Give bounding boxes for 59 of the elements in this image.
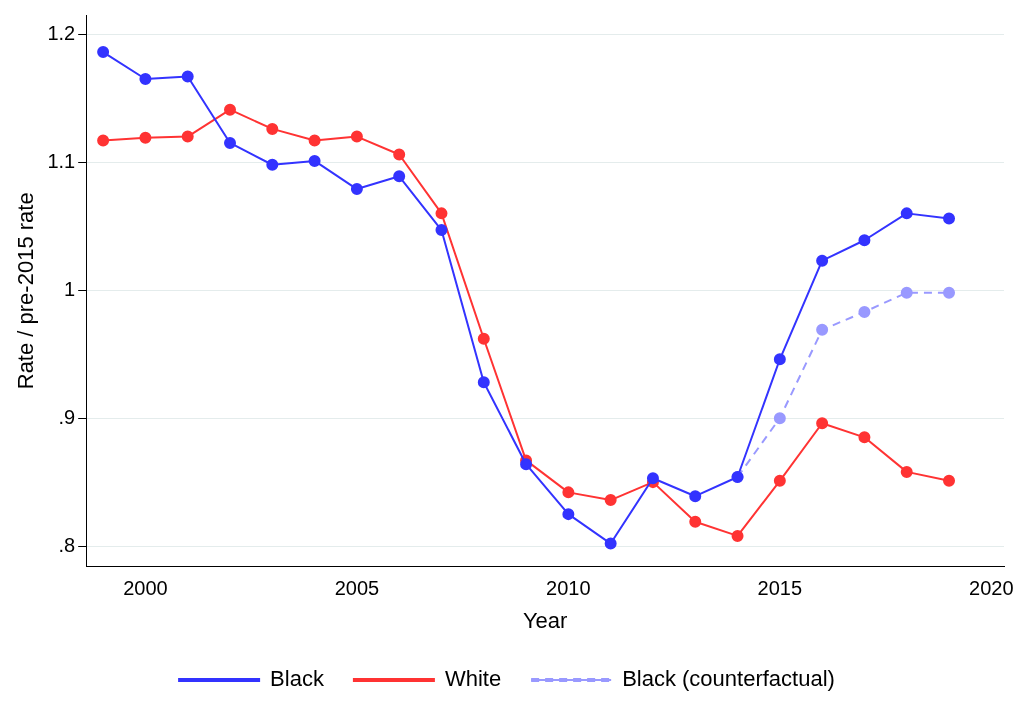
point xyxy=(562,508,575,521)
point xyxy=(604,537,617,550)
point xyxy=(393,170,406,183)
point xyxy=(858,431,871,444)
point xyxy=(477,376,490,389)
point xyxy=(773,412,786,425)
point xyxy=(858,305,871,318)
point xyxy=(689,515,702,528)
point xyxy=(308,154,321,167)
point xyxy=(689,490,702,503)
point xyxy=(97,134,110,147)
point xyxy=(266,158,279,171)
point xyxy=(266,122,279,135)
point xyxy=(139,131,152,144)
y-tick-label: 1 xyxy=(64,277,76,300)
point xyxy=(435,224,448,237)
x-tick-label: 2020 xyxy=(969,577,1014,600)
x-tick-label: 2005 xyxy=(334,577,380,600)
point xyxy=(900,465,913,478)
point xyxy=(816,417,829,430)
legend-label: White xyxy=(444,666,502,692)
point xyxy=(181,130,194,143)
point xyxy=(858,234,871,247)
y-tick-label: 1.1 xyxy=(47,149,76,172)
point xyxy=(816,323,829,336)
point xyxy=(520,458,533,471)
point xyxy=(773,353,786,366)
point xyxy=(393,148,406,161)
x-tick-label: 2000 xyxy=(123,577,168,600)
point xyxy=(900,286,913,299)
point xyxy=(943,212,956,225)
legend-label: Black (counterfactual) xyxy=(622,666,835,692)
x-tick-label: 2015 xyxy=(757,577,803,600)
point xyxy=(773,474,786,487)
point xyxy=(350,130,363,143)
y-axis-title: Rate / pre-2015 rate xyxy=(13,192,39,390)
point xyxy=(900,207,913,220)
y-tick-label: .8 xyxy=(58,533,76,556)
x-tick-label: 2010 xyxy=(546,577,591,600)
point xyxy=(139,72,152,85)
point xyxy=(604,494,617,507)
point xyxy=(435,207,448,220)
y-tick-label: 1.2 xyxy=(47,21,76,44)
point xyxy=(943,474,956,487)
point xyxy=(97,46,110,59)
point xyxy=(816,254,829,267)
point xyxy=(646,472,659,485)
point xyxy=(477,332,490,345)
point xyxy=(308,134,321,147)
point xyxy=(943,286,956,299)
legend-label: Black xyxy=(270,666,325,692)
y-tick-label: .9 xyxy=(58,405,76,428)
point xyxy=(350,183,363,196)
point xyxy=(224,103,237,116)
point xyxy=(224,136,237,149)
point xyxy=(562,486,575,499)
x-axis-title: Year xyxy=(522,607,568,633)
point xyxy=(181,70,194,83)
point xyxy=(731,529,744,542)
